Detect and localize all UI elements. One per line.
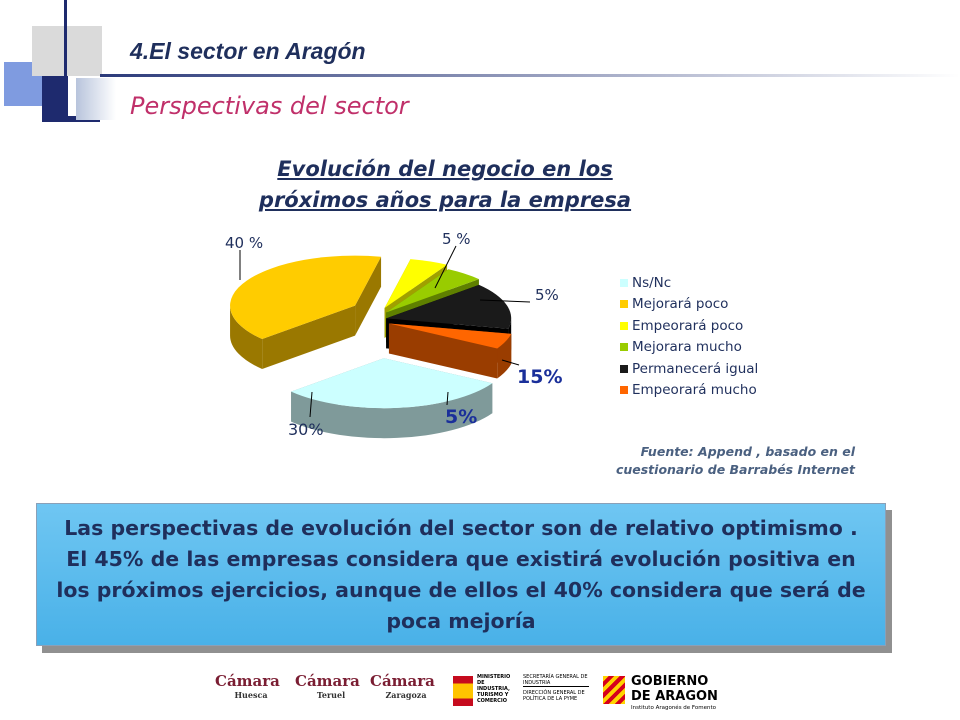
leader-line-empeorara-poco [434,245,457,289]
data-label-empeorara-poco: 5 % [442,230,471,248]
section-title: 4.El sector en Aragón [130,38,366,64]
pie-slice-mejorara-mucho [386,269,479,313]
camara-huesca-name: Cámara [215,672,280,690]
camara-teruel-logo: Cámara Teruel [295,672,367,714]
pie-slice-empeorara-mucho [388,323,512,349]
leader-line-empeorara-mucho [446,391,449,406]
pie-side-ns-nc [291,383,493,439]
legend-label: Empeorará mucho [632,382,757,399]
aragon-flag-icon [603,676,625,704]
pie-slice-permanecera-igual [386,284,512,329]
pie-side-mejorara-poco [230,305,263,370]
legend-label: Permanecerá igual [632,360,759,377]
pie-slice-empeorara-poco [384,259,448,309]
chart-title-line2: próximos años para la empresa [258,188,632,212]
legend-item: Mejorará poco [620,294,758,316]
camara-teruel-city: Teruel [316,690,346,700]
camara-huesca-city: Huesca [234,690,268,700]
decor-square-grey [32,26,102,76]
data-label-ns-nc: 30% [288,420,324,439]
legend-swatch [620,386,628,395]
callout-box: Las perspectivas de evolución del sector… [36,503,886,646]
directorate-name: DIRECCIÓN GENERAL DE POLÍTICA DE LA PYME [523,690,585,702]
legend-label: Empeorará poco [632,317,744,334]
source-line2: cuestionario de Barrabés Internet [615,462,855,477]
data-label-permanecera-igual: 15% [517,366,562,388]
ministry-name: MINISTERIO DE INDUSTRIA, TURISMO Y COMER… [477,674,511,704]
legend-swatch [620,300,628,309]
camara-teruel-name: Cámara [295,672,360,690]
legend-item: Mejorara mucho [620,337,758,359]
pie-chart: 30% 40 % 5 % 5% 15% 5% [225,230,562,439]
pie-side-empeorara-mucho [497,333,512,379]
ministry-logo: MINISTERIO DE INDUSTRIA, TURISMO Y COMER… [453,672,593,714]
pie-slice-mejorara-poco [230,255,382,340]
leader-line-mejorara-mucho [479,299,531,303]
legend-label: Mejorará poco [632,296,729,313]
footer-logos: Cámara Huesca Cámara Teruel Cámara Zarag… [215,672,725,714]
chart-title: Evolución del negocio en los próximos añ… [180,154,710,216]
chart-legend: Ns/Nc Mejorará poco Empeorará poco Mejorara… [620,272,758,401]
gobierno-aragon-logo: GOBIERNO DE ARAGON Instituto Aragonés de… [603,672,725,714]
pie-slice-ns-nc [291,358,493,409]
chart-title-line1: Evolución del negocio en los [277,157,613,181]
legend-item: Permanecerá igual [620,358,758,380]
camara-zaragoza-city: Zaragoza [385,690,427,700]
pie-cut-mejorara-poco [355,256,382,336]
pie-cut-mejorara-poco [262,305,356,370]
legend-label: Mejorara mucho [632,339,742,356]
data-label-mejorara-poco: 40 % [225,234,263,252]
legend-swatch [620,343,628,352]
title-rule [100,74,960,77]
camara-zaragoza-name: Cámara [370,672,435,690]
decor-square-light [76,78,116,120]
pie-cut-empeorara-mucho [388,323,498,379]
legend-label: Ns/Nc [632,274,672,291]
callout-text: Las perspectivas de evolución del sector… [56,515,866,633]
legend-item: Ns/Nc [620,272,758,294]
data-label-mejorara-mucho: 5% [535,286,559,304]
camara-huesca-logo: Cámara Huesca [215,672,287,714]
section-subtitle: Perspectivas del sector [130,92,409,120]
gov-sub: Instituto Aragonés de Fomento [631,705,717,711]
spain-coat-of-arms-icon [453,676,473,706]
secretariat-name: SECRETARÍA GENERAL DE INDUSTRIA [523,674,589,687]
gov-line2: DE ARAGON [631,689,718,704]
gov-line1: GOBIERNO [631,674,709,689]
camara-zaragoza-logo: Cámara Zaragoza [370,672,442,714]
legend-item: Empeorará poco [620,315,758,337]
source-note: Fuente: Append , basado en el cuestionar… [580,443,855,479]
leader-line-permanecera-igual [501,359,520,366]
leader-line-ns-nc [309,391,313,418]
legend-swatch [620,321,628,330]
source-line1: Fuente: Append , basado en el [640,444,855,459]
decor-vline [64,0,67,122]
legend-item: Empeorará mucho [620,380,758,402]
legend-swatch [620,364,628,373]
data-label-empeorara-mucho: 5% [445,406,477,428]
legend-swatch [620,278,628,287]
